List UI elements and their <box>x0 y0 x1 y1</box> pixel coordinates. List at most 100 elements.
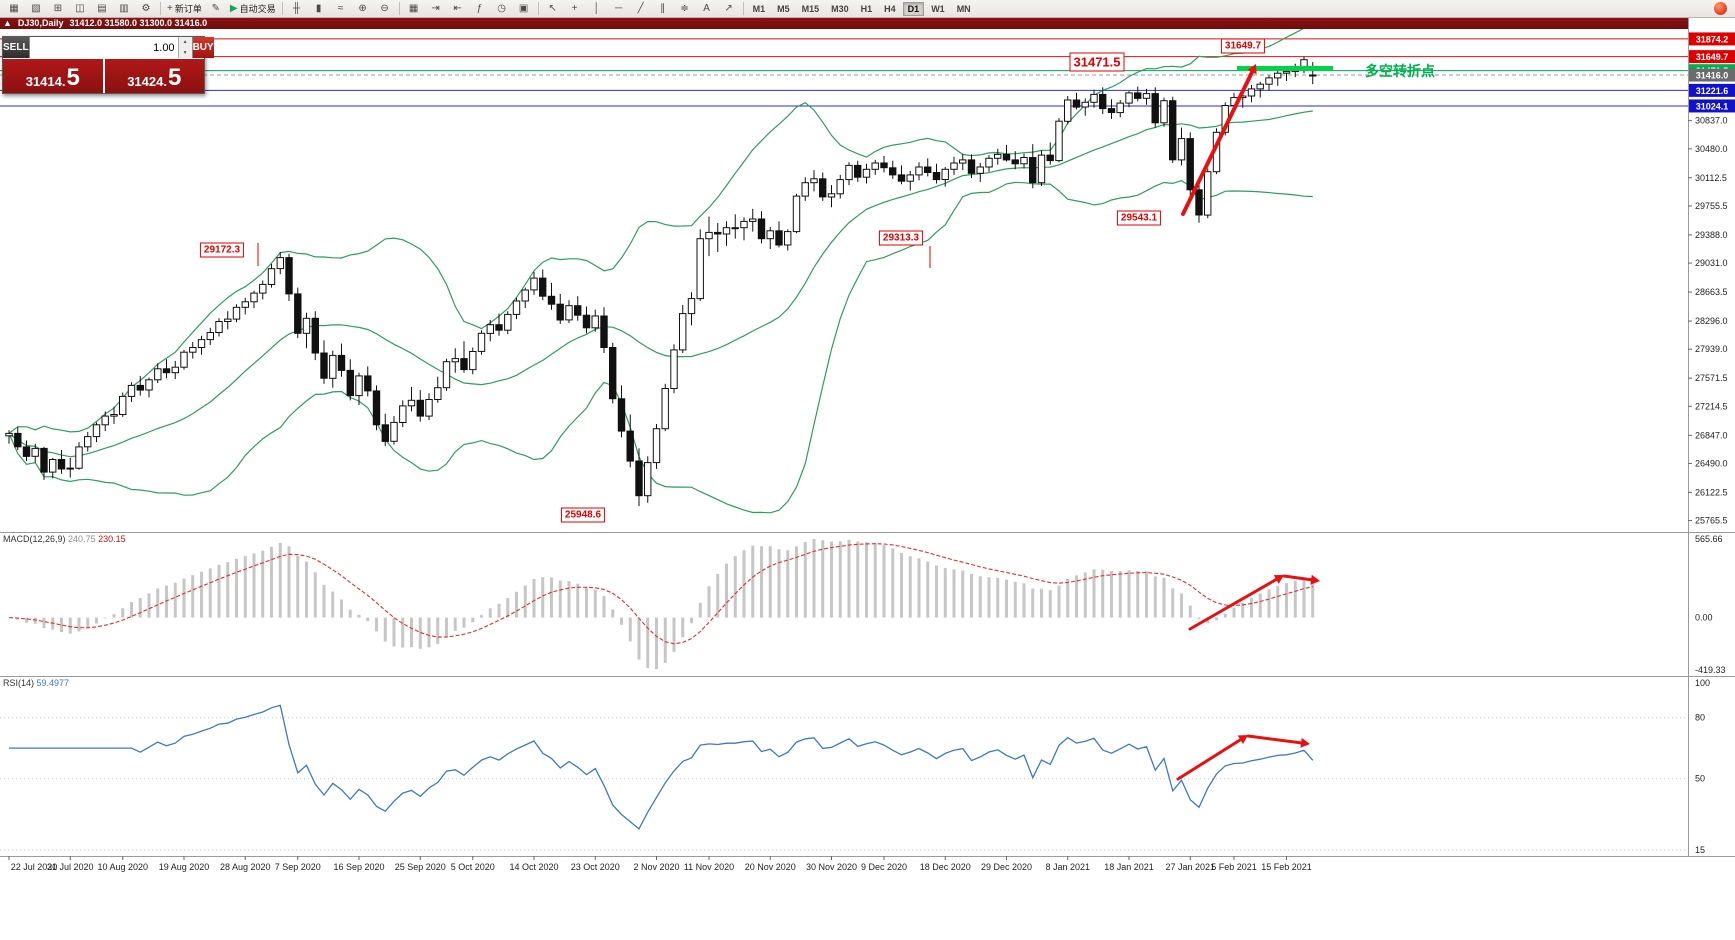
cursor-icon[interactable]: ↖ <box>548 3 557 14</box>
svg-text:18 Dec 2020: 18 Dec 2020 <box>920 862 971 872</box>
strategy-tester-icon[interactable]: ⚙ <box>141 3 151 14</box>
timeframe-button-m30[interactable]: M30 <box>831 3 849 14</box>
svg-text:29755.5: 29755.5 <box>1695 201 1728 211</box>
ask-price-button[interactable]: 31424. 5 <box>104 59 204 93</box>
market-watch-icon[interactable]: ⊞ <box>53 3 63 14</box>
crosshair-icon[interactable]: + <box>571 3 578 14</box>
data-window-icon[interactable]: ◫ <box>75 3 85 14</box>
svg-text:-419.33: -419.33 <box>1695 665 1726 675</box>
svg-text:25 Sep 2020: 25 Sep 2020 <box>395 862 446 872</box>
status-dot-icon <box>1714 2 1727 15</box>
one-click-trading-panel: SELL ▲ ▼ BUY 31414.5 31424.5 <box>2 36 214 94</box>
profiles-icon[interactable]: ▧ <box>31 3 41 14</box>
volume-input[interactable] <box>29 37 178 58</box>
time-axis[interactable] <box>0 856 1688 878</box>
svg-text:80: 80 <box>1695 713 1705 723</box>
svg-text:100: 100 <box>1695 678 1710 688</box>
svg-text:2 Nov 2020: 2 Nov 2020 <box>633 862 679 872</box>
new-chart-icon[interactable]: ▦ <box>9 3 19 14</box>
svg-text:22 Jul 2020: 22 Jul 2020 <box>11 862 58 872</box>
svg-text:26490.0: 26490.0 <box>1695 458 1728 468</box>
bar-chart-icon[interactable]: ╫ <box>293 3 301 14</box>
rsi-indicator-label: RSI(14) 59.4977 <box>3 678 69 688</box>
price-callout-label[interactable]: 29543.1 <box>1116 210 1162 226</box>
arrow-objects-icon[interactable]: ↗ <box>724 3 733 14</box>
price-callout-label[interactable]: 29172.3 <box>199 242 245 258</box>
toolbar-separator <box>160 2 161 15</box>
autotrading-icon[interactable]: ▶ 自动交易 <box>229 3 276 14</box>
timeframe-button-w1[interactable]: W1 <box>931 3 945 14</box>
trendline-icon[interactable]: ╱ <box>637 3 644 14</box>
timeframe-button-m15[interactable]: M15 <box>801 3 820 14</box>
zoom-out-icon[interactable]: ⊖ <box>380 3 389 14</box>
timeframe-button-h4[interactable]: H4 <box>884 3 896 14</box>
timeframe-button-m5[interactable]: M5 <box>777 3 790 14</box>
terminal-icon[interactable]: ▥ <box>119 3 129 14</box>
rsi-value: 59.4977 <box>36 678 70 688</box>
sell-button[interactable]: SELL <box>3 37 29 58</box>
svg-text:27939.0: 27939.0 <box>1695 344 1728 354</box>
svg-text:19 Aug 2020: 19 Aug 2020 <box>159 862 210 872</box>
ask-price-main: 31424. <box>127 74 167 89</box>
svg-text:0.00: 0.00 <box>1695 613 1713 623</box>
zoom-in-icon[interactable]: ⊕ <box>358 3 367 14</box>
macd-main-value: 240.75 <box>68 534 96 544</box>
periods-icon[interactable]: ◷ <box>497 3 506 14</box>
navigator-icon[interactable]: ▤ <box>97 3 107 14</box>
auto-scroll-icon[interactable]: ⇥ <box>431 3 440 14</box>
price-callout-label[interactable]: 31471.5 <box>1069 52 1125 72</box>
timeframe-button-m1[interactable]: M1 <box>752 3 766 14</box>
svg-text:7 Sep 2020: 7 Sep 2020 <box>275 862 321 872</box>
fibonacci-icon[interactable]: ≑ <box>680 3 689 14</box>
rsi-name: RSI(14) <box>3 678 35 688</box>
price-callout-label[interactable]: 31649.7 <box>1220 38 1266 54</box>
chart-shift-icon[interactable]: ⇤ <box>453 3 462 14</box>
timeframe-button-d1[interactable]: D1 <box>902 1 925 16</box>
bid-price-pips: 5 <box>66 64 80 91</box>
channel-icon[interactable]: ∥ <box>660 3 666 14</box>
price-callout-label[interactable]: 29313.3 <box>878 230 924 246</box>
chart-ohlc-values: 31412.0 31580.0 31300.0 31416.0 <box>69 18 208 28</box>
indicators-icon[interactable]: ƒ <box>476 3 483 14</box>
text-icon[interactable]: A <box>703 3 710 14</box>
svg-text:27571.5: 27571.5 <box>1695 373 1728 383</box>
price-callout-label[interactable]: 25948.6 <box>560 507 606 523</box>
macd-indicator-label: MACD(12,26,9) 240.75 230.15 <box>3 534 126 544</box>
chart-title-bar[interactable]: ▲ DJ30,Daily 31412.0 31580.0 31300.0 31416… <box>0 18 1688 29</box>
svg-text:23 Oct 2020: 23 Oct 2020 <box>571 862 620 872</box>
line-chart-icon[interactable]: ≈ <box>337 3 344 14</box>
candlestick-chart-icon[interactable]: ▮ <box>315 3 322 14</box>
macd-name: MACD(12,26,9) <box>3 534 66 544</box>
svg-text:27214.5: 27214.5 <box>1695 401 1728 411</box>
svg-text:9 Dec 2020: 9 Dec 2020 <box>861 862 907 872</box>
bid-price-main: 31414. <box>25 74 66 89</box>
chart-note-text[interactable]: 多空转折点 <box>1365 63 1435 79</box>
horizontal-line-icon[interactable]: ─ <box>615 3 623 14</box>
tile-windows-icon[interactable]: ▦ <box>408 3 419 14</box>
volume-up-button[interactable]: ▲ <box>178 37 192 48</box>
svg-text:25765.5: 25765.5 <box>1695 516 1728 526</box>
svg-text:31221.6: 31221.6 <box>1696 86 1729 96</box>
volume-box: ▲ ▼ <box>28 37 193 58</box>
vertical-line-icon[interactable]: │ <box>593 3 600 14</box>
svg-text:26122.5: 26122.5 <box>1695 487 1728 497</box>
toolbar-separator <box>742 2 744 15</box>
chart-window-icon: ▲ <box>3 18 12 28</box>
toolbar: ▦ ▧ ⊞ ◫ ▤ ▥ ⚙ + 新订单 ✎ ▶ 自动交易 ╫ ▮ ≈ ⊕ ⊖ ▦ ⇥ ⇤ ƒ ◷ ▣ ↖ + │ ─ ╱ ∥ ≑ A ↗ M1 M… <box>0 0 1735 18</box>
new-order-icon[interactable]: + 新订单 <box>167 3 202 14</box>
svg-text:31024.1: 31024.1 <box>1696 101 1729 111</box>
volume-down-button[interactable]: ▼ <box>178 47 192 58</box>
templates-icon[interactable]: ▣ <box>518 3 529 14</box>
svg-text:8 Jan 2021: 8 Jan 2021 <box>1045 862 1090 872</box>
chart-canvas[interactable]: 30837.0 30480.0 30112.5 29755.5 29388.0 29031… <box>0 18 1735 876</box>
bid-price-button[interactable]: 31414. 5 <box>3 59 103 93</box>
timeframe-button-h1[interactable]: H1 <box>860 3 873 14</box>
svg-text:28296.0: 28296.0 <box>1695 316 1728 326</box>
timeframe-button-mn[interactable]: MN <box>956 3 971 14</box>
ask-price-pips: 5 <box>167 64 182 91</box>
metaeditor-icon[interactable]: ✎ <box>211 3 221 14</box>
price-axis[interactable] <box>1688 18 1735 856</box>
buy-button[interactable]: BUY <box>192 37 214 58</box>
svg-text:11 Nov 2020: 11 Nov 2020 <box>684 862 734 872</box>
svg-text:15 Feb 2021: 15 Feb 2021 <box>1261 862 1312 872</box>
